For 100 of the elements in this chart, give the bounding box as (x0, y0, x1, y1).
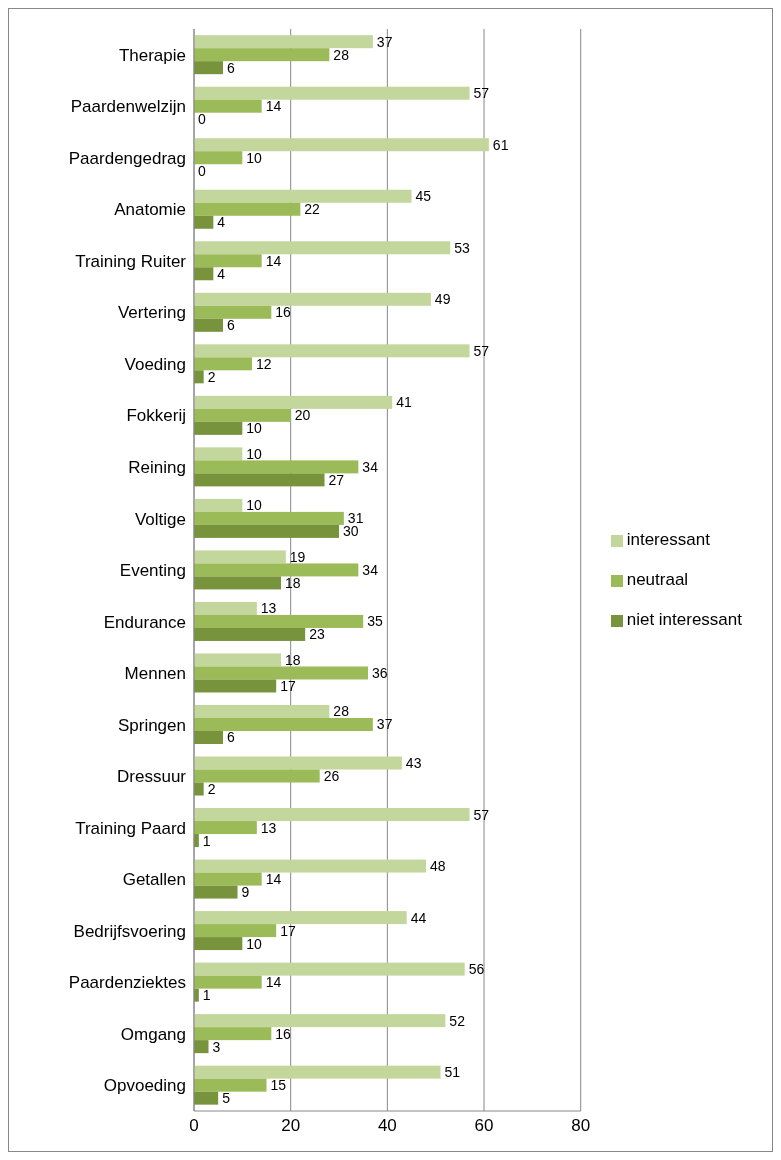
y-tick-label: Paardengedrag (68, 148, 186, 168)
data-label: 51 (444, 1064, 461, 1081)
bar (194, 61, 223, 75)
bar (194, 653, 282, 667)
y-tick-label: Reining (128, 457, 186, 477)
y-tick-label: Bedrijfsvoering (73, 921, 186, 941)
data-label: 23 (309, 626, 325, 643)
data-label: 10 (246, 935, 263, 952)
y-tick-label: Omgang (120, 1024, 186, 1044)
data-label: 2 (207, 781, 216, 798)
bar (194, 601, 257, 615)
bar (194, 498, 243, 512)
data-label: 17 (280, 677, 296, 694)
bar (194, 627, 306, 641)
data-label: 20 (294, 407, 311, 424)
data-label: 52 (449, 1012, 466, 1029)
y-tick-label: Getallen (122, 870, 186, 890)
x-tick-label: 60 (474, 1116, 494, 1136)
bar (194, 35, 373, 49)
data-label: 1 (202, 987, 211, 1004)
data-label: 27 (328, 471, 345, 488)
x-tick-label: 80 (571, 1116, 591, 1136)
data-label: 12 (256, 355, 272, 372)
bar (194, 704, 330, 718)
bar (194, 808, 470, 822)
bar (194, 524, 340, 538)
bar (194, 550, 286, 564)
bar (194, 666, 369, 680)
data-label: 2 (207, 368, 216, 385)
data-label: 18 (285, 651, 301, 668)
bar (194, 769, 320, 783)
bar (194, 215, 214, 229)
data-label: 34 (362, 561, 379, 578)
data-label: 26 (323, 768, 340, 785)
data-label: 36 (372, 664, 388, 681)
bar (194, 1091, 219, 1105)
y-tick-label: Springen (117, 715, 186, 735)
legend-label: neutraal (626, 570, 689, 589)
data-label: 35 (367, 613, 383, 630)
bar (194, 821, 257, 835)
bar (194, 730, 223, 744)
data-label: 13 (260, 600, 277, 617)
y-tick-label: Mennen (124, 664, 186, 684)
data-label: 45 (415, 188, 432, 205)
data-label: 22 (304, 201, 321, 218)
data-label: 3 (212, 1038, 221, 1055)
data-label: 6 (227, 729, 235, 746)
data-label: 10 (246, 445, 263, 462)
data-label: 16 (275, 304, 292, 321)
y-tick-label: Eventing (119, 561, 186, 581)
bar (194, 151, 243, 165)
y-tick-label: Dressuur (117, 767, 187, 787)
bar (194, 576, 282, 590)
bar (194, 99, 262, 113)
bar (194, 872, 262, 886)
bar (194, 370, 204, 384)
data-label: 4 (217, 265, 226, 282)
data-label: 16 (275, 1025, 292, 1042)
legend-label: niet interessant (626, 610, 742, 629)
bar (194, 267, 214, 281)
data-label: 10 (246, 497, 263, 514)
y-tick-label: Paardenziektes (68, 973, 186, 993)
bar (194, 859, 427, 873)
bar (194, 1065, 441, 1079)
legend-label: interessant (626, 530, 710, 549)
data-label: 13 (260, 819, 277, 836)
bar (194, 395, 393, 409)
bar (194, 138, 489, 152)
bar (194, 717, 373, 731)
data-label: 17 (280, 922, 296, 939)
data-label: 57 (473, 85, 490, 102)
y-tick-label: Voeding (124, 354, 186, 374)
bar (194, 962, 465, 976)
y-tick-label: Vertering (117, 303, 186, 323)
data-label: 6 (227, 59, 235, 76)
data-label: 14 (265, 98, 282, 115)
bar (194, 756, 402, 770)
data-label: 57 (473, 806, 490, 823)
y-tick-label: Paardenwelzijn (70, 97, 186, 117)
data-label: 10 (246, 420, 263, 437)
data-label: 44 (410, 909, 427, 926)
data-label: 61 (492, 136, 509, 153)
bar (194, 473, 325, 487)
bar (194, 292, 431, 306)
bar (194, 614, 364, 628)
data-label: 4 (217, 214, 226, 231)
bar (194, 1078, 267, 1092)
data-label: 0 (198, 162, 206, 179)
data-label: 56 (468, 961, 485, 978)
bar (194, 318, 223, 332)
data-label: 14 (265, 871, 282, 888)
bar (194, 344, 470, 358)
x-tick-label: 40 (377, 1116, 397, 1136)
x-tick-label: 0 (189, 1116, 199, 1136)
bar (194, 48, 330, 62)
data-label: 19 (289, 548, 306, 565)
data-label: 18 (285, 574, 301, 591)
y-tick-label: Therapie (118, 45, 186, 65)
data-label: 34 (362, 458, 379, 475)
bar (194, 202, 301, 216)
